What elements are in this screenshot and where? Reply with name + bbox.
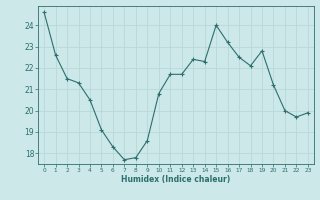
X-axis label: Humidex (Indice chaleur): Humidex (Indice chaleur) — [121, 175, 231, 184]
